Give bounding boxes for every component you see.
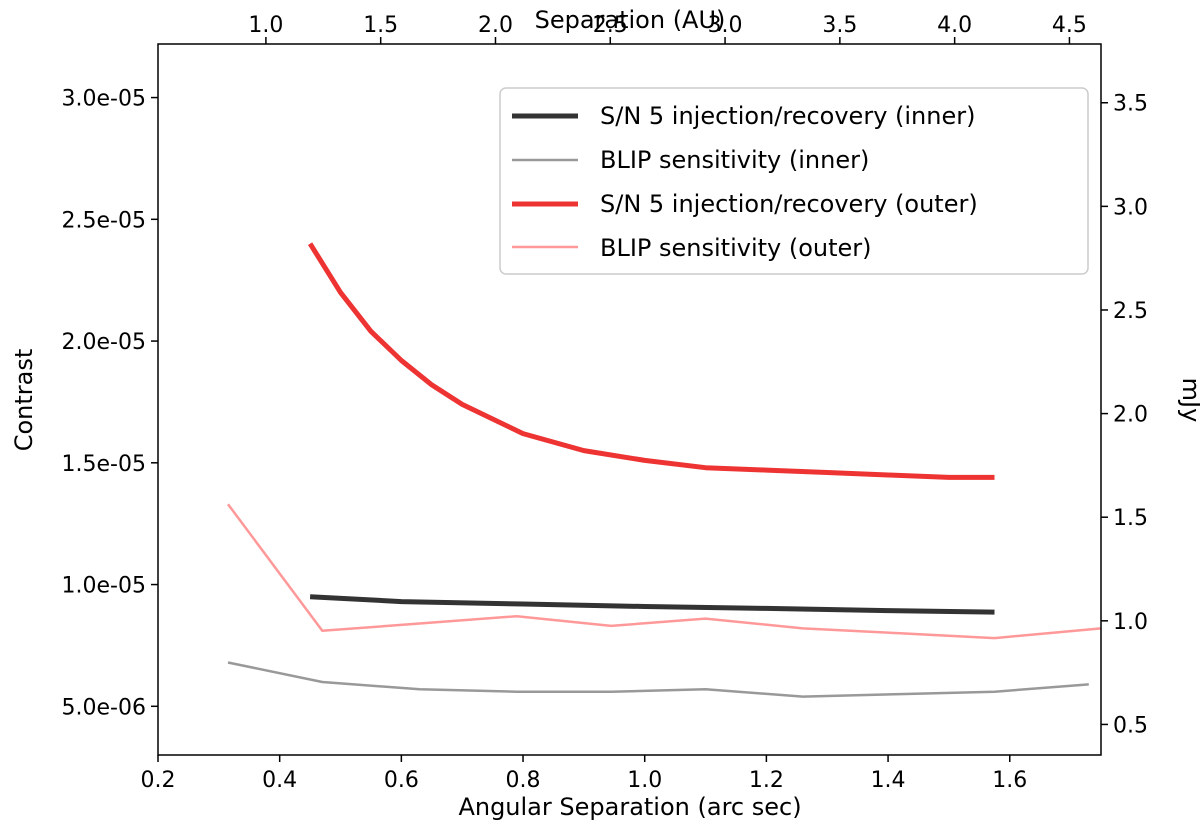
bottom-x-axis: 0.2 0.4 0.6 0.8 1.0 1.2 1.4 1.6 [141,755,1027,793]
x-tick-label: 1.6 [992,768,1027,793]
series-line-1 [227,661,1089,698]
x-tick-label: 0.6 [384,768,419,793]
legend-label: BLIP sensitivity (outer) [600,234,872,262]
left-y-axis: 5.0e-06 1.0e-05 1.5e-05 2.0e-05 2.5e-05 3.0e-… [62,87,158,720]
right-y-tick-label: 2.5 [1113,299,1148,324]
y-axis-label: Contrast [10,349,38,452]
right-y-tick-label: 1.0 [1113,610,1148,635]
top-x-tick-label: 1.0 [248,13,283,38]
top-x-tick-label: 3.0 [708,13,743,38]
legend: S/N 5 injection/recovery (inner) BLIP se… [499,87,1089,275]
legend-entry: S/N 5 injection/recovery (inner) [512,102,975,130]
top-x-axis-label: Separation (AU) [535,6,726,34]
y-tick-label: 2.0e-05 [62,330,146,355]
x-tick-label: 0.4 [262,768,297,793]
legend-entry: S/N 5 injection/recovery (outer) [512,190,978,218]
top-x-tick-label: 4.5 [1052,13,1087,38]
legend-box [499,87,1089,275]
x-tick-label: 0.8 [506,768,541,793]
right-y-tick-label: 2.0 [1113,403,1148,428]
series-line-3 [226,503,1102,640]
right-y-tick-label: 3.0 [1113,195,1148,220]
series-line-0 [309,594,995,615]
y-tick-label: 1.5e-05 [62,452,146,477]
top-x-tick-label: 2.5 [593,13,628,38]
top-x-tick-label: 3.5 [822,13,857,38]
y-tick-label: 5.0e-06 [62,695,146,720]
x-tick-label: 1.4 [871,768,906,793]
series-layer [226,242,1102,698]
top-x-tick-label: 1.5 [363,13,398,38]
legend-label: S/N 5 injection/recovery (inner) [600,102,975,130]
top-x-axis: 1.0 1.5 2.0 2.5 3.0 3.5 4.0 4.5 [248,13,1087,44]
right-y-axis-label: mJy [1177,378,1200,423]
top-x-tick-label: 2.0 [478,13,513,38]
x-axis-label: Angular Separation (arc sec) [458,793,801,821]
legend-label: BLIP sensitivity (inner) [600,146,869,174]
series-line-2 [307,242,995,480]
right-y-axis: 0.5 1.0 1.5 2.0 2.5 3.0 3.5 [1101,92,1148,738]
legend-entry: BLIP sensitivity (inner) [512,146,869,174]
y-tick-label: 2.5e-05 [62,208,146,233]
right-y-tick-label: 3.5 [1113,92,1148,117]
right-y-tick-label: 1.5 [1113,506,1148,531]
x-tick-label: 1.0 [627,768,662,793]
right-y-tick-label: 0.5 [1113,713,1148,738]
top-x-tick-label: 4.0 [937,13,972,38]
x-tick-label: 0.2 [141,768,176,793]
x-tick-label: 1.2 [749,768,784,793]
y-tick-label: 3.0e-05 [62,87,146,112]
legend-entry: BLIP sensitivity (outer) [512,234,872,262]
y-tick-label: 1.0e-05 [62,574,146,599]
plot-frame [157,43,1102,756]
legend-label: S/N 5 injection/recovery (outer) [600,190,978,218]
